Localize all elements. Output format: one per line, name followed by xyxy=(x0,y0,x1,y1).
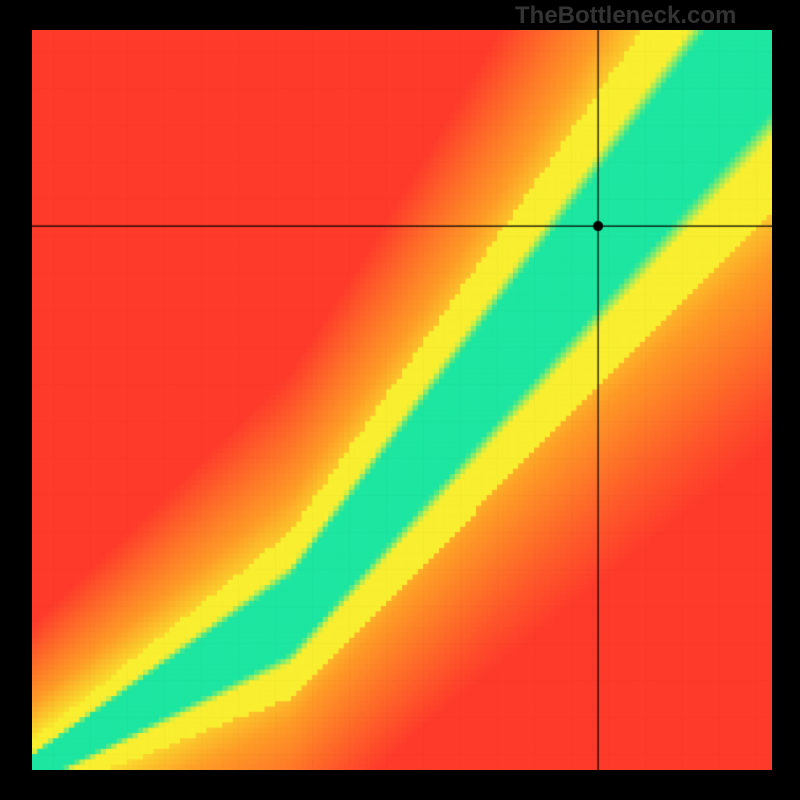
watermark-text: TheBottleneck.com xyxy=(515,2,736,30)
bottleneck-heatmap xyxy=(32,30,772,770)
